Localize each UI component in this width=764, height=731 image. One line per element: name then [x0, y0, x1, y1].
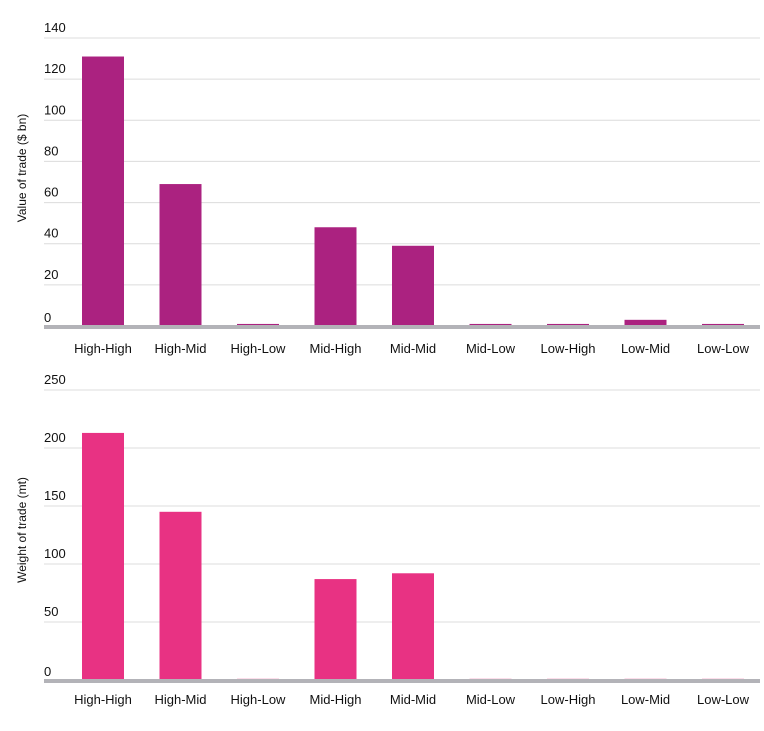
- y-tick-label: 50: [44, 604, 58, 619]
- x-tick-label: Low-Mid: [621, 692, 670, 707]
- x-tick-label: Mid-Mid: [390, 341, 436, 356]
- x-tick-label: Mid-Low: [466, 692, 516, 707]
- x-tick-label: Low-Mid: [621, 341, 670, 356]
- bar-mid-high: [314, 579, 357, 680]
- bar-high-high: [82, 56, 124, 327]
- x-tick-label: Mid-High: [309, 692, 361, 707]
- y-tick-label: 100: [44, 546, 66, 561]
- value-of-trade-chart: Value of trade ($ bn) 0 20 40 60 80 100 120 140…: [15, 20, 760, 356]
- x-tick-label: High-Mid: [154, 692, 206, 707]
- y-axis-label: Value of trade ($ bn): [15, 114, 29, 223]
- bar-mid-high: [314, 227, 357, 326]
- y-tick-label: 60: [44, 185, 58, 200]
- bar-low-high: [547, 323, 589, 326]
- bar-low-mid: [624, 319, 667, 326]
- x-tick-label: Low-High: [541, 692, 596, 707]
- bar-high-high: [82, 432, 124, 680]
- y-tick-label: 250: [44, 372, 66, 387]
- bar-mid-mid: [392, 245, 434, 326]
- x-tick-label: Low-Low: [697, 341, 750, 356]
- y-tick-label: 0: [44, 310, 51, 325]
- bar-high-low: [237, 323, 279, 326]
- y-tick-label: 150: [44, 488, 66, 503]
- bar-low-low: [702, 323, 744, 326]
- weight-of-trade-chart: Weight of trade (mt) 0 50 100 150 200 250 High…: [15, 372, 760, 707]
- x-tick-label: Mid-Low: [466, 341, 516, 356]
- bar-high-mid: [159, 184, 202, 326]
- y-tick-label: 0: [44, 664, 51, 679]
- bar-mid-mid: [392, 573, 434, 680]
- x-tick-label: High-Mid: [154, 341, 206, 356]
- x-tick-label: High-Low: [231, 692, 287, 707]
- x-tick-label: Mid-High: [309, 341, 361, 356]
- x-tick-label: Low-Low: [697, 692, 750, 707]
- x-tick-label: High-High: [74, 692, 132, 707]
- x-tick-label: Mid-Mid: [390, 692, 436, 707]
- y-tick-label: 120: [44, 61, 66, 76]
- bar-high-mid: [159, 511, 202, 680]
- x-tick-label: High-Low: [231, 341, 287, 356]
- y-tick-label: 40: [44, 226, 58, 241]
- y-tick-label: 200: [44, 430, 66, 445]
- y-tick-label: 140: [44, 20, 66, 35]
- y-tick-label: 80: [44, 143, 58, 158]
- x-tick-label: Low-High: [541, 341, 596, 356]
- y-axis-label: Weight of trade (mt): [15, 477, 29, 583]
- bar-mid-low: [469, 323, 512, 326]
- y-tick-label: 100: [44, 102, 66, 117]
- x-tick-label: High-High: [74, 341, 132, 356]
- y-tick-label: 20: [44, 267, 58, 282]
